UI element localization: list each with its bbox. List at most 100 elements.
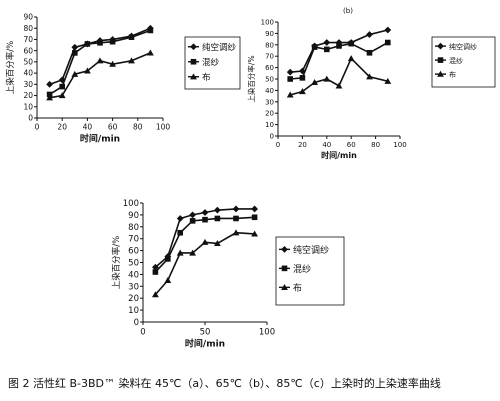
data-point-triangle <box>189 249 196 256</box>
y-tick-label: 60 <box>23 46 33 55</box>
x-tick-label: 0 <box>140 328 145 338</box>
y-tick-label: 30 <box>128 282 139 292</box>
y-tick-label: 80 <box>23 24 33 33</box>
data-point-square <box>324 46 330 53</box>
data-point-triangle <box>323 75 331 82</box>
y-tick-label: 30 <box>23 80 33 89</box>
data-point-triangle <box>201 238 209 245</box>
data-point-square <box>189 218 196 224</box>
data-point-triangle <box>214 240 221 247</box>
y-tick-label: 60 <box>265 64 274 72</box>
data-point-square <box>214 215 221 222</box>
data-point-diamond <box>286 68 294 76</box>
data-point-triangle <box>128 57 135 64</box>
data-point-diamond <box>189 211 196 219</box>
legend-marker-diamond <box>437 42 444 50</box>
y-axis-label: 上染百分率/% <box>111 236 122 289</box>
y-tick-label: 0 <box>134 318 139 328</box>
data-point-diamond <box>58 76 66 84</box>
series-line <box>154 231 255 296</box>
y-tick-label: 80 <box>128 223 139 233</box>
x-axis-label: 时间/min <box>321 150 357 160</box>
legend-label: 纯空调纱 <box>202 42 237 53</box>
data-point-diamond <box>366 31 373 38</box>
data-point-diamond <box>71 43 79 51</box>
y-tick-label: 40 <box>265 87 274 95</box>
y-tick-label: 100 <box>123 199 139 209</box>
series-line <box>290 29 388 73</box>
data-point-diamond <box>232 205 240 213</box>
data-point-square <box>152 269 159 275</box>
data-point-square <box>233 215 239 222</box>
legend-marker-square <box>437 57 444 63</box>
x-tick-label: 80 <box>371 141 380 149</box>
y-tick-label: 20 <box>265 110 274 118</box>
chart-panel-b: 0 10 20 30 40 50 60 70 80 90 100 0 20 40 60 80 100 时间/min… <box>246 7 496 160</box>
data-point-diamond <box>46 80 53 88</box>
legend-label: 混纱 <box>449 56 463 65</box>
y-tick-label: 70 <box>23 35 33 44</box>
y-tick-label: 90 <box>23 13 33 22</box>
data-point-triangle <box>46 94 53 101</box>
data-point-square <box>336 43 342 49</box>
data-point-diamond <box>323 39 331 46</box>
x-tick-label: 0 <box>276 141 280 149</box>
panel-label: (b) <box>343 7 353 15</box>
legend-label: 纯空调纱 <box>449 42 477 51</box>
legend-marker-diamond <box>190 43 197 51</box>
x-tick-label: 50 <box>200 328 211 338</box>
legend-marker-square <box>190 58 197 65</box>
data-point-triangle <box>366 73 373 80</box>
legend-label: 混纱 <box>293 264 311 275</box>
data-point-triangle <box>84 67 91 74</box>
series-1 <box>286 26 392 76</box>
y-tick-label: 20 <box>128 294 139 304</box>
data-point-square <box>287 76 293 82</box>
data-point-diamond <box>384 26 392 34</box>
legend-label: 纯空调纱 <box>293 244 329 256</box>
x-tick-label: 80 <box>133 123 143 132</box>
data-point-triangle <box>58 92 66 99</box>
data-point-triangle <box>311 79 318 86</box>
y-tick-label: 50 <box>23 58 33 67</box>
data-point-diamond <box>201 209 209 216</box>
series-line <box>289 57 388 96</box>
data-point-square <box>84 41 91 47</box>
y-tick-label: 10 <box>23 102 33 111</box>
series-2 <box>152 214 258 275</box>
x-tick-label: 20 <box>57 123 67 132</box>
y-tick-label: 80 <box>265 41 274 49</box>
y-tick-label: 50 <box>128 258 139 268</box>
y-tick-label: 20 <box>23 91 33 100</box>
series-3 <box>152 229 258 298</box>
y-tick-label: 0 <box>270 132 274 140</box>
y-axis-label: 上染百分率/% <box>5 41 16 94</box>
x-tick-label: 100 <box>156 123 171 132</box>
legend-box <box>275 236 345 306</box>
x-tick-label: 40 <box>322 141 331 149</box>
data-point-diamond <box>176 215 184 222</box>
data-point-square <box>348 40 354 47</box>
data-point-triangle <box>109 60 116 67</box>
data-point-square <box>177 229 183 236</box>
data-point-square <box>97 40 103 46</box>
data-point-square <box>311 44 318 50</box>
y-tick-label: 60 <box>128 247 139 257</box>
y-tick-label: 70 <box>128 235 139 245</box>
series-3 <box>46 49 154 101</box>
data-point-triangle <box>335 82 343 89</box>
y-tick-label: 10 <box>265 121 274 129</box>
legend-marker-triangle <box>190 73 197 80</box>
data-point-square <box>147 27 154 34</box>
data-point-square <box>72 50 78 56</box>
data-point-square <box>165 256 171 262</box>
data-point-square <box>202 216 208 223</box>
data-point-diamond <box>251 205 258 213</box>
series-line <box>154 216 255 273</box>
x-tick-label: 100 <box>393 141 406 149</box>
y-tick-label: 10 <box>128 306 139 316</box>
data-point-triangle <box>251 230 258 237</box>
figure-caption: 图 2 活性红 B-3BD™ 染料在 45℃（a）、65℃（b）、85℃（c）上… <box>8 377 441 390</box>
data-point-triangle <box>164 276 172 283</box>
data-point-triangle <box>96 57 104 64</box>
